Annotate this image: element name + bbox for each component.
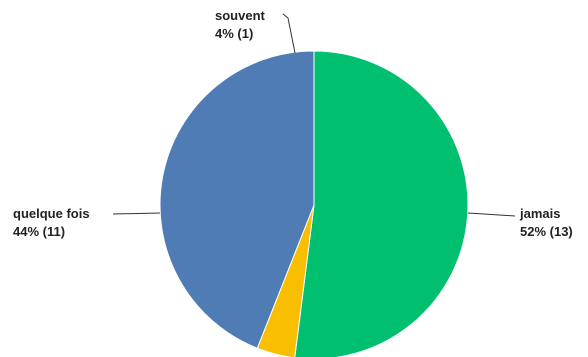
slice-label-souvent: souvent	[215, 8, 266, 23]
leader-line-jamais	[467, 212, 516, 217]
slice-value-label-quelque-fois: 44% (11)	[13, 224, 65, 239]
pie-slice-quelque-fois	[159, 50, 315, 349]
pie-slice-jamais	[294, 50, 469, 357]
pie-labels: jamais 52% (13) souvent 4% (1) quelque fois 4…	[13, 8, 573, 239]
pie-slices	[159, 50, 469, 357]
leader-line-quelque-fois	[112, 212, 161, 215]
slice-label-jamais: jamais	[519, 206, 560, 221]
leader-line-souvent	[282, 13, 296, 54]
slice-value-label-souvent: 4% (1)	[215, 26, 253, 41]
slice-label-quelque-fois: quelque fois	[13, 206, 90, 221]
slice-value-label-jamais: 52% (13)	[520, 224, 573, 239]
